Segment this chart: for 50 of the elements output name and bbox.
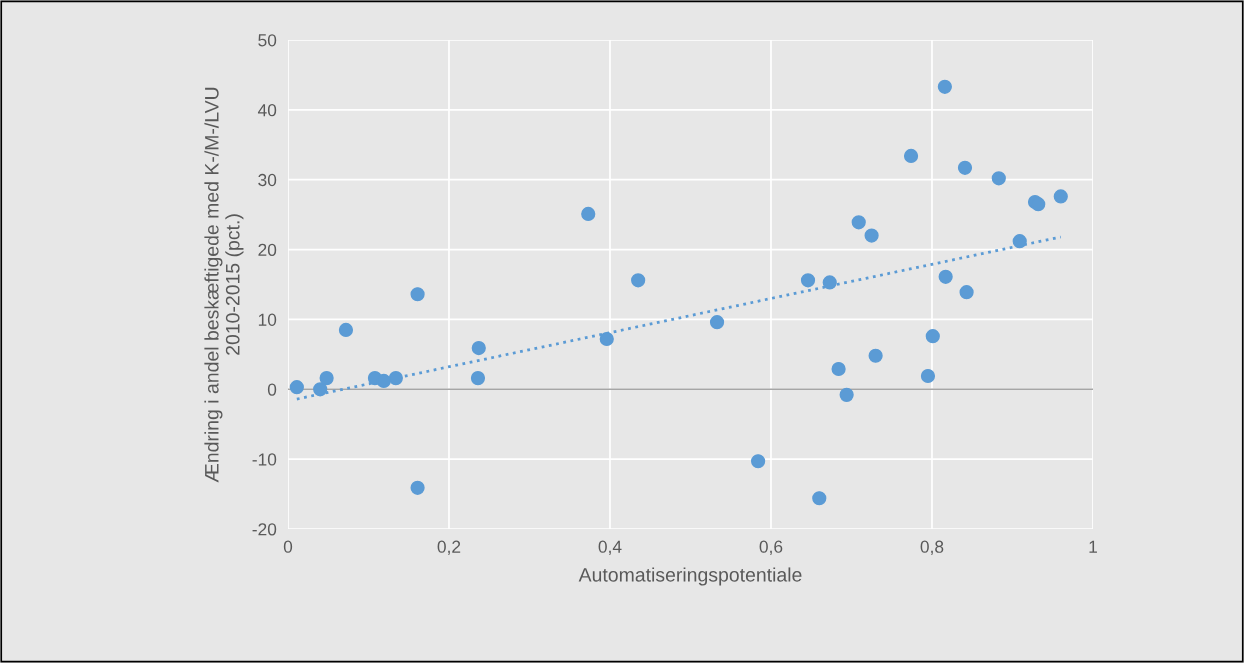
y-axis-title: Ændring i andel beskæftigede med K-/M-/LVU 2010-2015 (pct.) xyxy=(204,87,244,483)
point xyxy=(410,480,425,495)
point xyxy=(581,206,596,222)
x-tick-label: 0,8 xyxy=(920,540,944,555)
point xyxy=(470,371,486,386)
point xyxy=(991,171,1006,186)
point xyxy=(319,371,334,386)
y-tick-label: -10 xyxy=(252,453,277,466)
point xyxy=(338,322,354,338)
point xyxy=(937,79,952,94)
point xyxy=(920,368,936,384)
point xyxy=(925,329,940,344)
point xyxy=(831,361,846,377)
y-tick-label: 20 xyxy=(258,243,277,257)
point xyxy=(812,491,827,506)
x-tick-label: 0 xyxy=(283,540,293,553)
x-tick-label: 1 xyxy=(1089,540,1097,553)
point xyxy=(822,275,837,290)
point xyxy=(1012,234,1027,249)
point xyxy=(313,382,328,397)
point xyxy=(599,331,614,347)
point xyxy=(751,454,766,469)
y-tick-label: -20 xyxy=(252,523,277,536)
x-axis-title: Automatiseringspotentiale xyxy=(578,567,802,586)
point xyxy=(957,160,973,175)
point xyxy=(1031,197,1046,212)
point xyxy=(709,315,725,330)
point xyxy=(903,148,919,164)
point xyxy=(800,273,816,288)
point xyxy=(938,269,953,284)
x-tick-label: 0,6 xyxy=(759,540,783,555)
x-tick-label: 0,2 xyxy=(437,540,461,555)
point xyxy=(388,371,403,386)
point xyxy=(631,273,646,288)
point xyxy=(376,373,391,388)
point xyxy=(864,228,879,243)
point xyxy=(471,340,486,356)
y-tick-label: 40 xyxy=(257,104,277,117)
y-tick-label: 30 xyxy=(258,173,277,187)
y-tick-label: 0 xyxy=(267,383,277,396)
point xyxy=(868,348,883,363)
y-tick-label: 50 xyxy=(258,34,277,47)
y-tick-label: 10 xyxy=(258,313,277,326)
point xyxy=(839,387,854,402)
point xyxy=(1053,189,1068,204)
point xyxy=(289,380,304,395)
point xyxy=(851,215,866,230)
x-tick-label: 0,4 xyxy=(598,540,622,555)
point xyxy=(410,287,425,302)
point xyxy=(959,285,974,300)
